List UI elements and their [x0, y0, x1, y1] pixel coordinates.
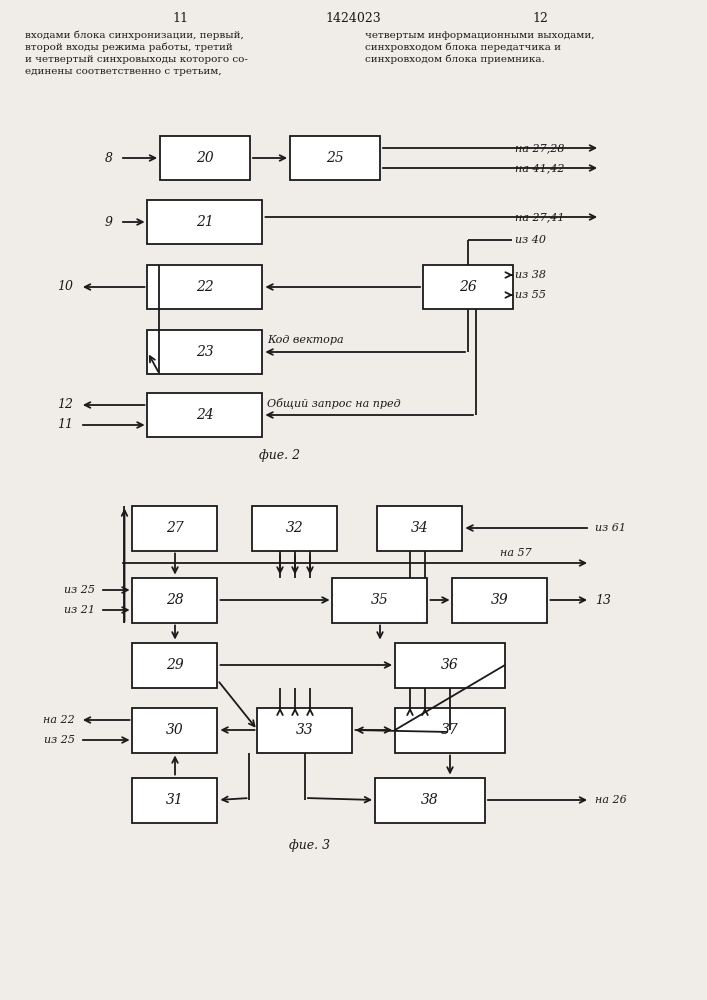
Text: 36: 36: [441, 658, 459, 672]
FancyBboxPatch shape: [395, 708, 505, 752]
Text: 12: 12: [532, 11, 548, 24]
Text: входами блока синхронизации, первый,: входами блока синхронизации, первый,: [25, 30, 244, 40]
Text: из 21: из 21: [64, 605, 95, 615]
Text: 22: 22: [196, 280, 214, 294]
Text: 13: 13: [595, 593, 611, 606]
FancyBboxPatch shape: [378, 506, 462, 550]
FancyBboxPatch shape: [148, 393, 262, 437]
Text: Общий запрос на пред: Общий запрос на пред: [267, 397, 401, 409]
FancyBboxPatch shape: [132, 778, 218, 822]
Text: 23: 23: [196, 345, 214, 359]
FancyBboxPatch shape: [332, 578, 428, 622]
Text: 12: 12: [57, 398, 73, 412]
Text: из 38: из 38: [515, 270, 546, 280]
FancyBboxPatch shape: [132, 578, 218, 622]
FancyBboxPatch shape: [252, 506, 337, 550]
Text: 9: 9: [105, 216, 113, 229]
Text: фие. 2: фие. 2: [259, 448, 300, 462]
Text: 25: 25: [326, 151, 344, 165]
Text: 11: 11: [57, 418, 73, 432]
Text: 29: 29: [166, 658, 184, 672]
FancyBboxPatch shape: [132, 643, 218, 688]
Text: 35: 35: [371, 593, 389, 607]
Text: из 25: из 25: [64, 585, 95, 595]
Text: 1424023: 1424023: [325, 11, 381, 24]
FancyBboxPatch shape: [132, 708, 218, 752]
FancyBboxPatch shape: [148, 330, 262, 374]
Text: синхровходом блока приемника.: синхровходом блока приемника.: [365, 54, 545, 64]
Text: на 27,41: на 27,41: [515, 212, 564, 222]
Text: четвертым информационными выходами,: четвертым информационными выходами,: [365, 30, 595, 39]
Text: второй входы режима работы, третий: второй входы режима работы, третий: [25, 42, 233, 52]
Text: 31: 31: [166, 793, 184, 807]
Text: 27: 27: [166, 521, 184, 535]
Text: синхровходом блока передатчика и: синхровходом блока передатчика и: [365, 42, 561, 52]
Text: 28: 28: [166, 593, 184, 607]
Text: 34: 34: [411, 521, 429, 535]
Text: Код вектора: Код вектора: [267, 335, 344, 345]
Text: на 22: на 22: [43, 715, 75, 725]
Text: 21: 21: [196, 215, 214, 229]
Text: 26: 26: [459, 280, 477, 294]
Text: 30: 30: [166, 723, 184, 737]
Text: из 61: из 61: [595, 523, 626, 533]
Text: 33: 33: [296, 723, 314, 737]
Text: 10: 10: [57, 280, 73, 294]
Text: 11: 11: [172, 11, 188, 24]
Text: 20: 20: [196, 151, 214, 165]
FancyBboxPatch shape: [290, 136, 380, 180]
Text: 24: 24: [196, 408, 214, 422]
FancyBboxPatch shape: [375, 778, 485, 822]
Text: 39: 39: [491, 593, 509, 607]
FancyBboxPatch shape: [423, 265, 513, 309]
FancyBboxPatch shape: [132, 506, 218, 550]
Text: из 25: из 25: [44, 735, 75, 745]
Text: 8: 8: [105, 151, 113, 164]
Text: единены соответственно с третьим,: единены соответственно с третьим,: [25, 66, 221, 76]
FancyBboxPatch shape: [148, 200, 262, 244]
Text: 32: 32: [286, 521, 304, 535]
Text: на 27,28: на 27,28: [515, 143, 564, 153]
Text: 38: 38: [421, 793, 439, 807]
Text: на 26: на 26: [595, 795, 626, 805]
FancyBboxPatch shape: [257, 708, 353, 752]
Text: из 55: из 55: [515, 290, 546, 300]
FancyBboxPatch shape: [452, 578, 547, 622]
FancyBboxPatch shape: [148, 265, 262, 309]
Text: на 57: на 57: [500, 548, 532, 558]
FancyBboxPatch shape: [160, 136, 250, 180]
Text: и четвертый синхровыходы которого со-: и четвертый синхровыходы которого со-: [25, 54, 248, 64]
FancyBboxPatch shape: [395, 643, 505, 688]
Text: на 41,42: на 41,42: [515, 163, 564, 173]
Text: из 40: из 40: [515, 235, 546, 245]
Text: 37: 37: [441, 723, 459, 737]
Text: фие. 3: фие. 3: [289, 838, 331, 852]
